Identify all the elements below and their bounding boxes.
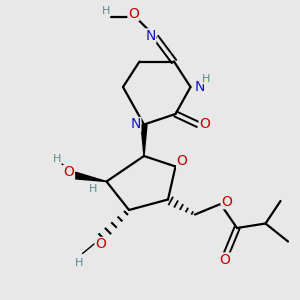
Text: H: H [75, 257, 84, 268]
Text: O: O [128, 7, 139, 20]
Text: N: N [130, 118, 141, 131]
Text: H: H [53, 154, 61, 164]
Polygon shape [141, 124, 147, 156]
Text: H: H [89, 184, 97, 194]
Text: O: O [199, 118, 210, 131]
Text: O: O [177, 154, 188, 168]
Text: N: N [195, 80, 206, 94]
Text: O: O [95, 238, 106, 251]
Text: O: O [220, 253, 230, 267]
Text: H: H [101, 6, 110, 16]
Text: N: N [146, 29, 156, 43]
Text: O: O [221, 195, 232, 208]
Text: O: O [64, 166, 74, 179]
Polygon shape [74, 172, 106, 182]
Text: H: H [202, 74, 210, 84]
